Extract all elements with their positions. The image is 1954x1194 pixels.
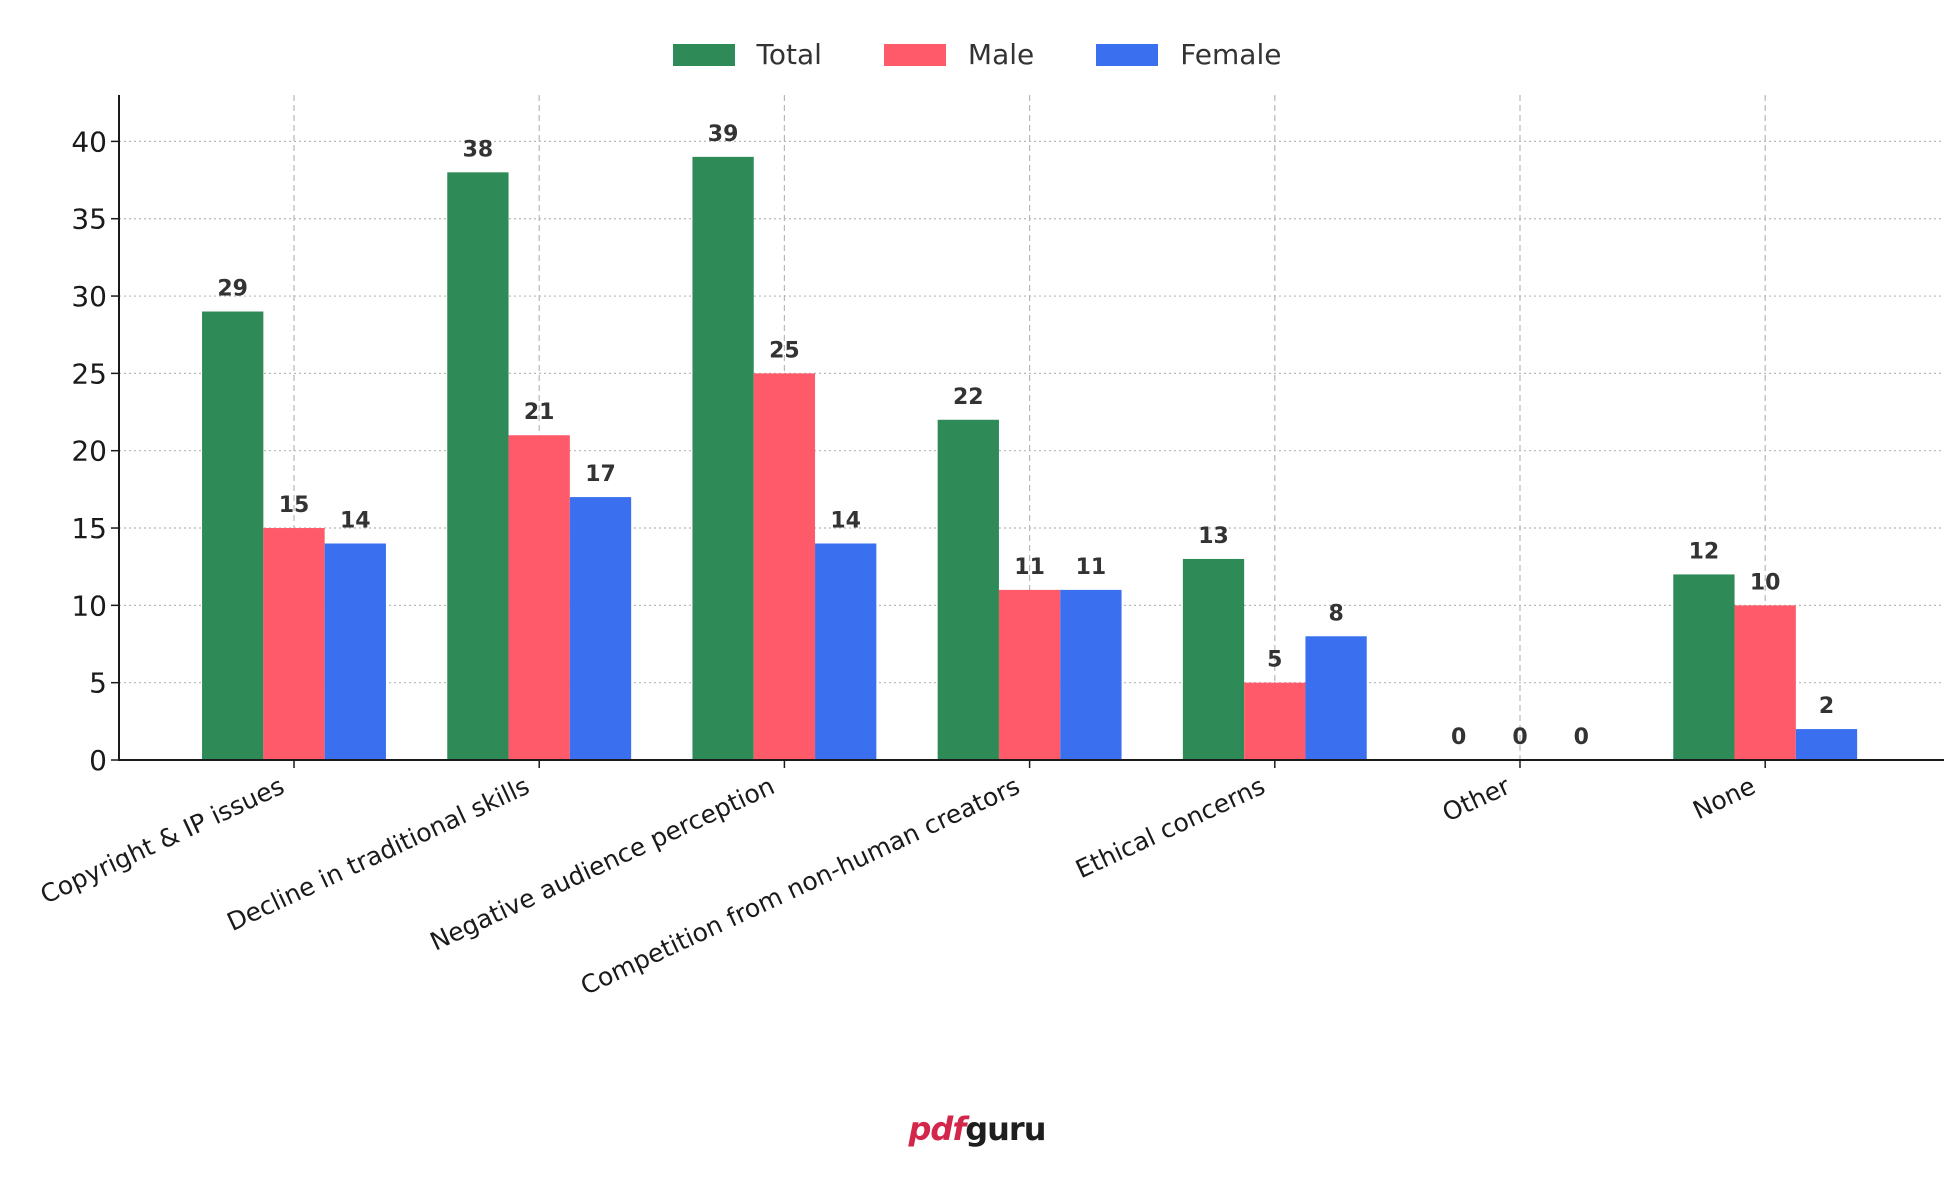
bar-female-decline-in-traditional-skills	[569, 497, 632, 760]
bar-total-none	[1673, 574, 1735, 760]
value-label-total-other: 0	[1451, 725, 1466, 750]
bar-total-copyright-ip-issues	[202, 311, 264, 760]
bar-male-copyright-ip-issues	[263, 528, 325, 760]
value-label-male-ethical-concerns: 5	[1267, 648, 1282, 673]
y-tick-label-40: 40	[71, 125, 107, 158]
value-label-male-other: 0	[1512, 725, 1527, 750]
bar-male-competition-from-non-human-creators	[998, 589, 1061, 760]
bar-total-competition-from-non-human-creators	[937, 419, 999, 760]
bar-female-copyright-ip-issues	[324, 543, 386, 760]
y-tick-label-35: 35	[71, 203, 107, 236]
value-label-female-none: 2	[1819, 694, 1834, 719]
value-label-total-decline-in-traditional-skills: 38	[463, 137, 494, 162]
x-tick-label-copyright-ip-issues: Copyright & IP issues	[36, 771, 289, 909]
value-label-male-competition-from-non-human-creators: 11	[1014, 555, 1045, 580]
value-label-female-decline-in-traditional-skills: 17	[585, 462, 616, 487]
y-tick-label-5: 5	[89, 667, 107, 700]
bar-total-ethical-concerns	[1182, 558, 1245, 760]
brand-logo-guru: guru	[965, 1110, 1046, 1148]
y-tick-label-30: 30	[71, 280, 107, 313]
value-label-male-negative-audience-perception: 25	[769, 338, 800, 363]
legend-swatch-male	[883, 43, 946, 66]
legend: Total Male Female	[0, 38, 1954, 71]
value-label-female-competition-from-non-human-creators: 11	[1076, 555, 1107, 580]
value-label-female-ethical-concerns: 8	[1328, 601, 1343, 626]
bar-male-none	[1734, 605, 1796, 760]
bar-male-ethical-concerns	[1244, 682, 1306, 760]
legend-label-male: Male	[967, 38, 1035, 71]
value-label-total-copyright-ip-issues: 29	[217, 277, 248, 302]
x-tick-label-none: None	[1688, 771, 1759, 825]
y-tick-label-25: 25	[71, 357, 107, 390]
value-label-total-none: 12	[1689, 539, 1720, 564]
bar-total-negative-audience-perception	[692, 156, 754, 760]
value-label-female-negative-audience-perception: 14	[830, 508, 861, 533]
value-label-female-other: 0	[1574, 725, 1589, 750]
value-label-total-ethical-concerns: 13	[1198, 524, 1229, 549]
value-label-male-copyright-ip-issues: 15	[279, 493, 310, 518]
value-label-male-decline-in-traditional-skills: 21	[524, 400, 555, 425]
x-tick-label-other: Other	[1438, 771, 1515, 828]
bar-male-negative-audience-perception	[753, 373, 816, 760]
bar-female-ethical-concerns	[1305, 636, 1367, 760]
bar-female-negative-audience-perception	[815, 543, 877, 760]
y-tick-label-15: 15	[71, 512, 107, 545]
legend-label-female: Female	[1180, 38, 1282, 71]
legend-item-male: Male	[883, 38, 1035, 71]
value-label-total-competition-from-non-human-creators: 22	[953, 385, 984, 410]
legend-swatch-female	[1096, 43, 1159, 66]
bar-female-competition-from-non-human-creators	[1060, 589, 1122, 760]
brand-logo-pdf: pdf	[908, 1110, 967, 1148]
y-tick-label-0: 0	[89, 744, 107, 777]
value-label-total-negative-audience-perception: 39	[708, 122, 739, 147]
y-tick-label-20: 20	[71, 435, 107, 468]
legend-item-total: Total	[672, 38, 822, 71]
x-tick-label-competition-from-non-human-creators: Competition from non-human creators	[576, 771, 1024, 1000]
legend-item-female: Female	[1096, 38, 1281, 71]
legend-swatch-total	[672, 43, 735, 66]
value-label-male-none: 10	[1750, 570, 1781, 595]
bar-total-decline-in-traditional-skills	[447, 172, 509, 761]
legend-label-total: Total	[756, 38, 822, 71]
bar-male-decline-in-traditional-skills	[508, 435, 570, 760]
x-tick-label-ethical-concerns: Ethical concerns	[1071, 771, 1269, 884]
value-label-female-copyright-ip-issues: 14	[340, 508, 371, 533]
bar-female-none	[1795, 729, 1858, 760]
y-tick-label-10: 10	[71, 589, 107, 622]
brand-logo: pdfguru	[0, 1110, 1954, 1148]
